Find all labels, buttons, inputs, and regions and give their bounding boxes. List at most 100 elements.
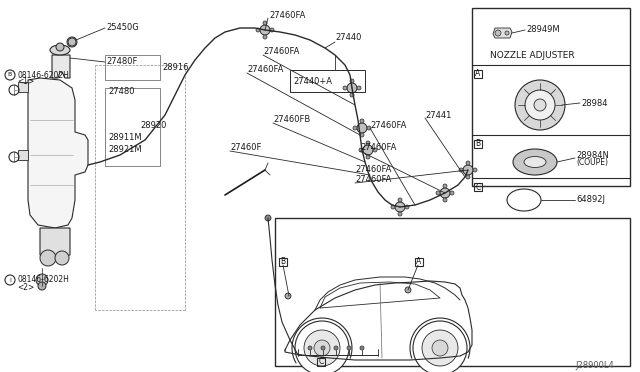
- Circle shape: [473, 168, 477, 172]
- Circle shape: [413, 321, 467, 372]
- Text: 27460FA: 27460FA: [370, 121, 406, 129]
- Text: B: B: [8, 73, 12, 77]
- Circle shape: [366, 141, 370, 145]
- Circle shape: [405, 205, 409, 209]
- Polygon shape: [40, 228, 70, 258]
- Bar: [290, 70, 365, 92]
- Circle shape: [347, 346, 351, 350]
- Circle shape: [398, 212, 402, 216]
- Circle shape: [359, 148, 363, 152]
- Text: 27460FB: 27460FB: [273, 115, 310, 125]
- Circle shape: [314, 340, 330, 356]
- Circle shape: [422, 330, 458, 366]
- Circle shape: [295, 321, 349, 372]
- Text: 28984: 28984: [581, 99, 607, 108]
- Text: 27460FA: 27460FA: [355, 166, 392, 174]
- Circle shape: [440, 188, 450, 198]
- Text: 64892J: 64892J: [576, 196, 605, 205]
- Bar: [474, 70, 482, 78]
- Circle shape: [263, 21, 267, 25]
- Bar: [474, 183, 482, 191]
- Text: 28916: 28916: [162, 64, 189, 73]
- Bar: [105, 88, 160, 166]
- Circle shape: [350, 79, 354, 83]
- Text: B: B: [280, 257, 285, 266]
- Text: J28900L4: J28900L4: [575, 360, 614, 369]
- Bar: [317, 358, 325, 366]
- Circle shape: [353, 126, 357, 130]
- Polygon shape: [18, 150, 28, 160]
- Circle shape: [357, 123, 367, 133]
- Circle shape: [363, 145, 373, 155]
- Ellipse shape: [524, 157, 546, 167]
- Circle shape: [466, 161, 470, 165]
- Circle shape: [432, 340, 448, 356]
- Circle shape: [405, 287, 411, 293]
- Text: 27460FA: 27460FA: [269, 12, 305, 20]
- Circle shape: [495, 30, 501, 36]
- Circle shape: [347, 83, 357, 93]
- Circle shape: [321, 346, 325, 350]
- Text: (COUPE): (COUPE): [576, 158, 608, 167]
- Text: 27460FA: 27460FA: [355, 176, 392, 185]
- Text: NOZZLE ADJUSTER: NOZZLE ADJUSTER: [490, 51, 575, 60]
- Circle shape: [350, 93, 354, 97]
- Circle shape: [38, 282, 46, 290]
- Circle shape: [395, 202, 405, 212]
- Polygon shape: [28, 78, 88, 228]
- Circle shape: [360, 119, 364, 123]
- Polygon shape: [52, 55, 70, 78]
- Circle shape: [40, 250, 56, 266]
- Text: 28920: 28920: [140, 121, 166, 129]
- Circle shape: [55, 251, 69, 265]
- Text: 28921M: 28921M: [108, 145, 141, 154]
- Ellipse shape: [525, 90, 555, 120]
- Circle shape: [360, 346, 364, 350]
- Bar: [105, 55, 160, 80]
- Text: 27440: 27440: [335, 33, 362, 42]
- Text: 08146-6202H: 08146-6202H: [17, 71, 69, 80]
- Text: 28949M: 28949M: [526, 26, 559, 35]
- Circle shape: [367, 126, 371, 130]
- Text: <1>: <1>: [17, 77, 35, 87]
- Ellipse shape: [513, 149, 557, 175]
- Text: B: B: [476, 140, 481, 148]
- Text: C: C: [476, 183, 481, 192]
- Text: 25450G: 25450G: [106, 23, 139, 32]
- Circle shape: [463, 165, 473, 175]
- Ellipse shape: [507, 189, 541, 211]
- Text: I: I: [9, 278, 11, 282]
- Bar: [275, 218, 630, 366]
- Circle shape: [263, 35, 267, 39]
- Circle shape: [304, 330, 340, 366]
- Text: 27460FA: 27460FA: [247, 65, 284, 74]
- Circle shape: [505, 31, 509, 35]
- Ellipse shape: [515, 80, 565, 130]
- Circle shape: [36, 274, 48, 286]
- Text: 27480: 27480: [108, 87, 134, 96]
- Circle shape: [357, 86, 361, 90]
- Text: 27460FA: 27460FA: [263, 48, 300, 57]
- Circle shape: [67, 37, 77, 47]
- Circle shape: [285, 293, 291, 299]
- Text: 28911M: 28911M: [108, 134, 141, 142]
- Circle shape: [373, 148, 377, 152]
- Ellipse shape: [50, 45, 70, 55]
- Circle shape: [366, 155, 370, 159]
- Circle shape: [56, 43, 64, 51]
- Circle shape: [68, 38, 76, 46]
- Circle shape: [334, 346, 338, 350]
- Circle shape: [265, 215, 271, 221]
- Bar: [415, 258, 423, 266]
- Circle shape: [256, 28, 260, 32]
- Circle shape: [398, 198, 402, 202]
- Text: 27460F: 27460F: [230, 144, 261, 153]
- Polygon shape: [18, 82, 28, 92]
- Circle shape: [436, 191, 440, 195]
- Text: 27460FA: 27460FA: [360, 144, 396, 153]
- Text: <2>: <2>: [17, 282, 35, 292]
- Text: C: C: [318, 357, 324, 366]
- Bar: [474, 140, 482, 148]
- Text: 27480F: 27480F: [106, 58, 138, 67]
- Ellipse shape: [534, 99, 546, 111]
